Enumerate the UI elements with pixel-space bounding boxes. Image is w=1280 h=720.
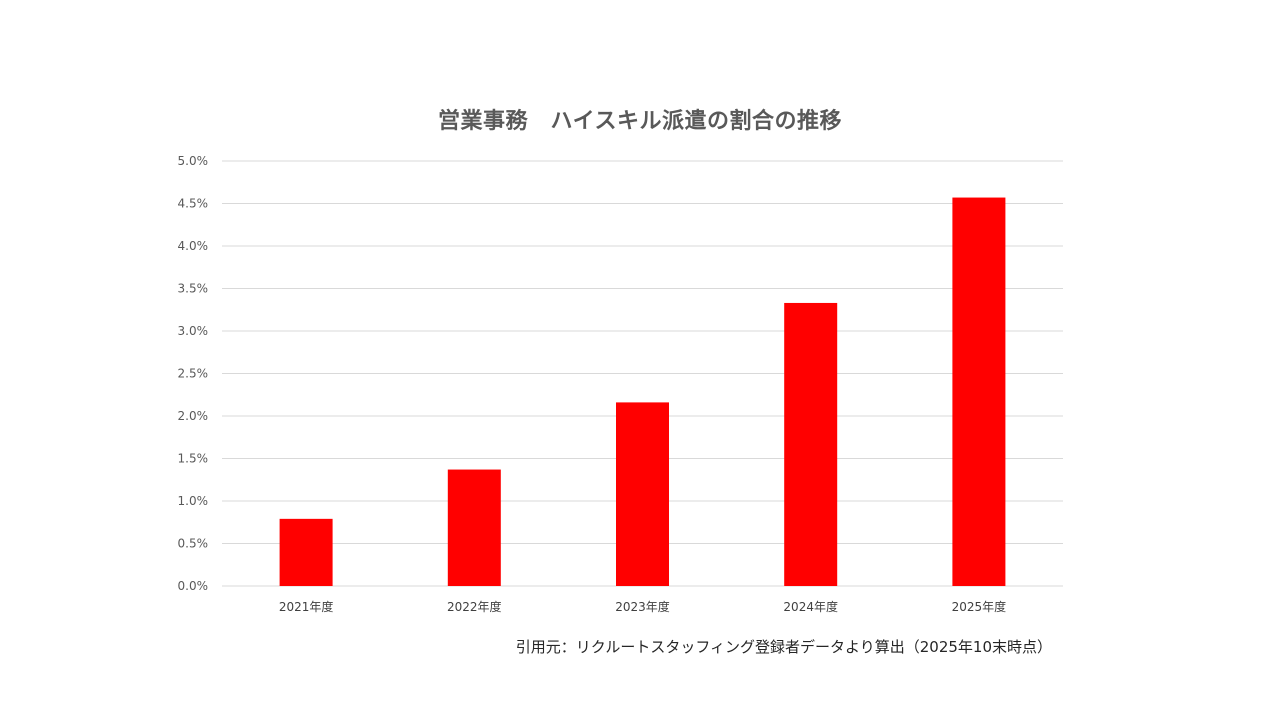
y-tick-label: 3.0%: [178, 324, 209, 338]
x-tick-label: 2021年度: [279, 599, 334, 614]
bar: [279, 518, 333, 586]
y-tick-label: 4.5%: [178, 197, 209, 211]
bars: [279, 197, 1006, 587]
x-tick-label: 2023年度: [615, 599, 670, 614]
chart-title: 営業事務 ハイスキル派遣の割合の推移: [438, 109, 842, 134]
y-tick-label: 1.5%: [178, 452, 209, 466]
y-tick-label: 0.5%: [178, 537, 209, 551]
y-tick-label: 1.0%: [178, 494, 209, 508]
y-tick-label: 2.5%: [178, 367, 209, 381]
bar: [447, 469, 501, 586]
x-axis-tick-labels: 2021年度 2022年度 2023年度 2024年度 2025年度: [279, 599, 1006, 614]
source-note: 引用元：リクルートスタッフィング登録者データより算出（2025年10末時点）: [515, 638, 1052, 656]
y-tick-label: 3.5%: [178, 282, 209, 296]
y-axis-tick-labels: 0.0% 0.5% 1.0% 1.5% 2.0% 2.5% 3.0% 3.5% 4.0% 4.5%…: [178, 154, 209, 593]
y-tick-label: 4.0%: [178, 239, 209, 253]
y-tick-label: 2.0%: [178, 409, 209, 423]
bar: [784, 302, 838, 586]
bar: [616, 402, 669, 586]
x-tick-label: 2024年度: [783, 599, 838, 614]
x-tick-label: 2025年度: [952, 599, 1007, 614]
bar: [952, 197, 1006, 587]
x-tick-label: 2022年度: [447, 599, 502, 614]
y-tick-label: 5.0%: [178, 154, 209, 168]
y-tick-label: 0.0%: [178, 579, 209, 593]
